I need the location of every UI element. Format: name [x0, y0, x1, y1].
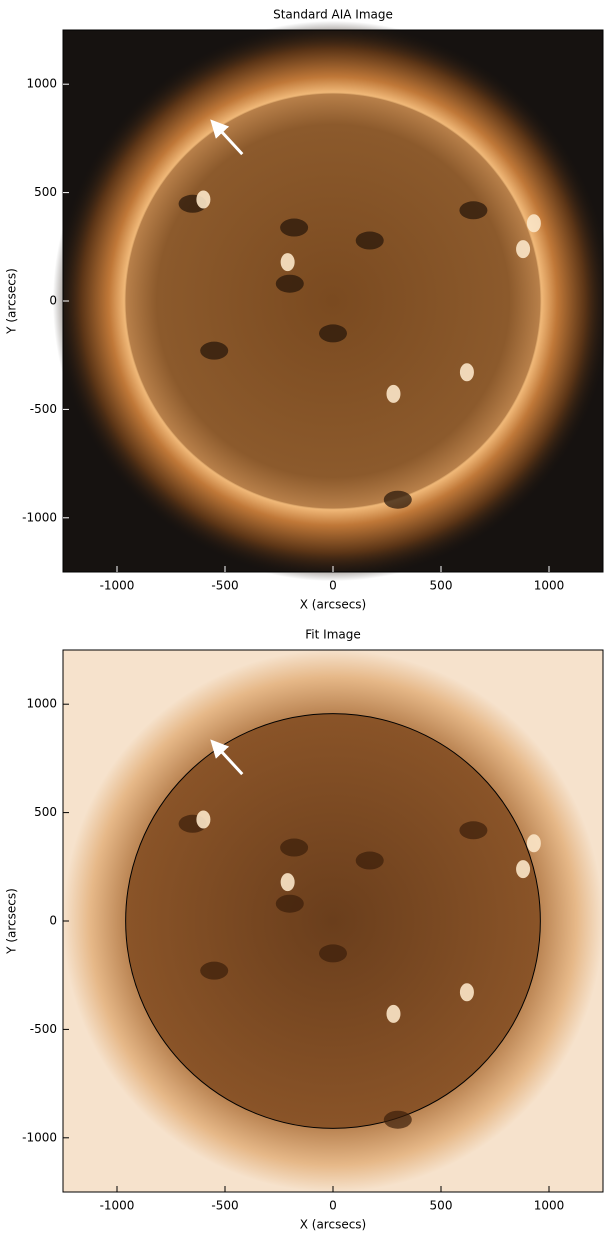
active-region [527, 214, 541, 232]
x-tick-label: 0 [329, 579, 337, 593]
coronal-hole [384, 491, 412, 509]
active-region [196, 810, 210, 828]
x-tick-label: -1000 [100, 1199, 135, 1213]
y-tick-label: 0 [49, 294, 57, 308]
coronal-hole [280, 839, 308, 857]
chart-title: Standard AIA Image [273, 8, 393, 22]
x-tick-label: 500 [430, 1199, 453, 1213]
x-tick-label: -500 [211, 579, 238, 593]
y-axis-label: Y (arcsecs) [5, 888, 19, 955]
active-region [460, 363, 474, 381]
coronal-hole [356, 232, 384, 250]
coronal-hole [459, 201, 487, 219]
coronal-hole [280, 219, 308, 237]
active-region [386, 1005, 400, 1023]
x-tick-label: -500 [211, 1199, 238, 1213]
y-tick-label: 1000 [26, 697, 57, 711]
y-tick-label: 1000 [26, 77, 57, 91]
coronal-hole [200, 962, 228, 980]
y-tick-label: -1000 [22, 1130, 57, 1144]
active-region [516, 860, 530, 878]
solar-disk [126, 714, 541, 1129]
active-region [460, 983, 474, 1001]
y-tick-label: 0 [49, 914, 57, 928]
chart-title: Fit Image [305, 628, 360, 642]
solar-disk [126, 94, 541, 509]
active-region [527, 834, 541, 852]
x-tick-label: 500 [430, 579, 453, 593]
x-axis-label: X (arcsecs) [300, 1218, 367, 1232]
coronal-hole [384, 1111, 412, 1129]
coronal-hole [276, 275, 304, 293]
coronal-hole [276, 895, 304, 913]
coronal-hole [356, 852, 384, 870]
active-region [516, 240, 530, 258]
coronal-hole [200, 342, 228, 360]
x-tick-label: 1000 [534, 579, 565, 593]
x-axis-label: X (arcsecs) [300, 598, 367, 612]
active-region [281, 873, 295, 891]
x-tick-label: 1000 [534, 1199, 565, 1213]
x-tick-label: -1000 [100, 579, 135, 593]
y-tick-label: 500 [34, 805, 57, 819]
y-tick-label: -500 [30, 1022, 57, 1036]
y-tick-label: -1000 [22, 510, 57, 524]
coronal-hole [319, 944, 347, 962]
figure: Standard AIA Image X (arcsecs) Y (arcsecs)… [0, 0, 604, 1235]
coronal-hole [459, 821, 487, 839]
active-region [281, 253, 295, 271]
active-region [386, 385, 400, 403]
y-tick-label: 500 [34, 185, 57, 199]
y-tick-label: -500 [30, 402, 57, 416]
active-region [196, 190, 210, 208]
coronal-hole [319, 324, 347, 342]
y-axis-label: Y (arcsecs) [5, 268, 19, 335]
x-tick-label: 0 [329, 1199, 337, 1213]
